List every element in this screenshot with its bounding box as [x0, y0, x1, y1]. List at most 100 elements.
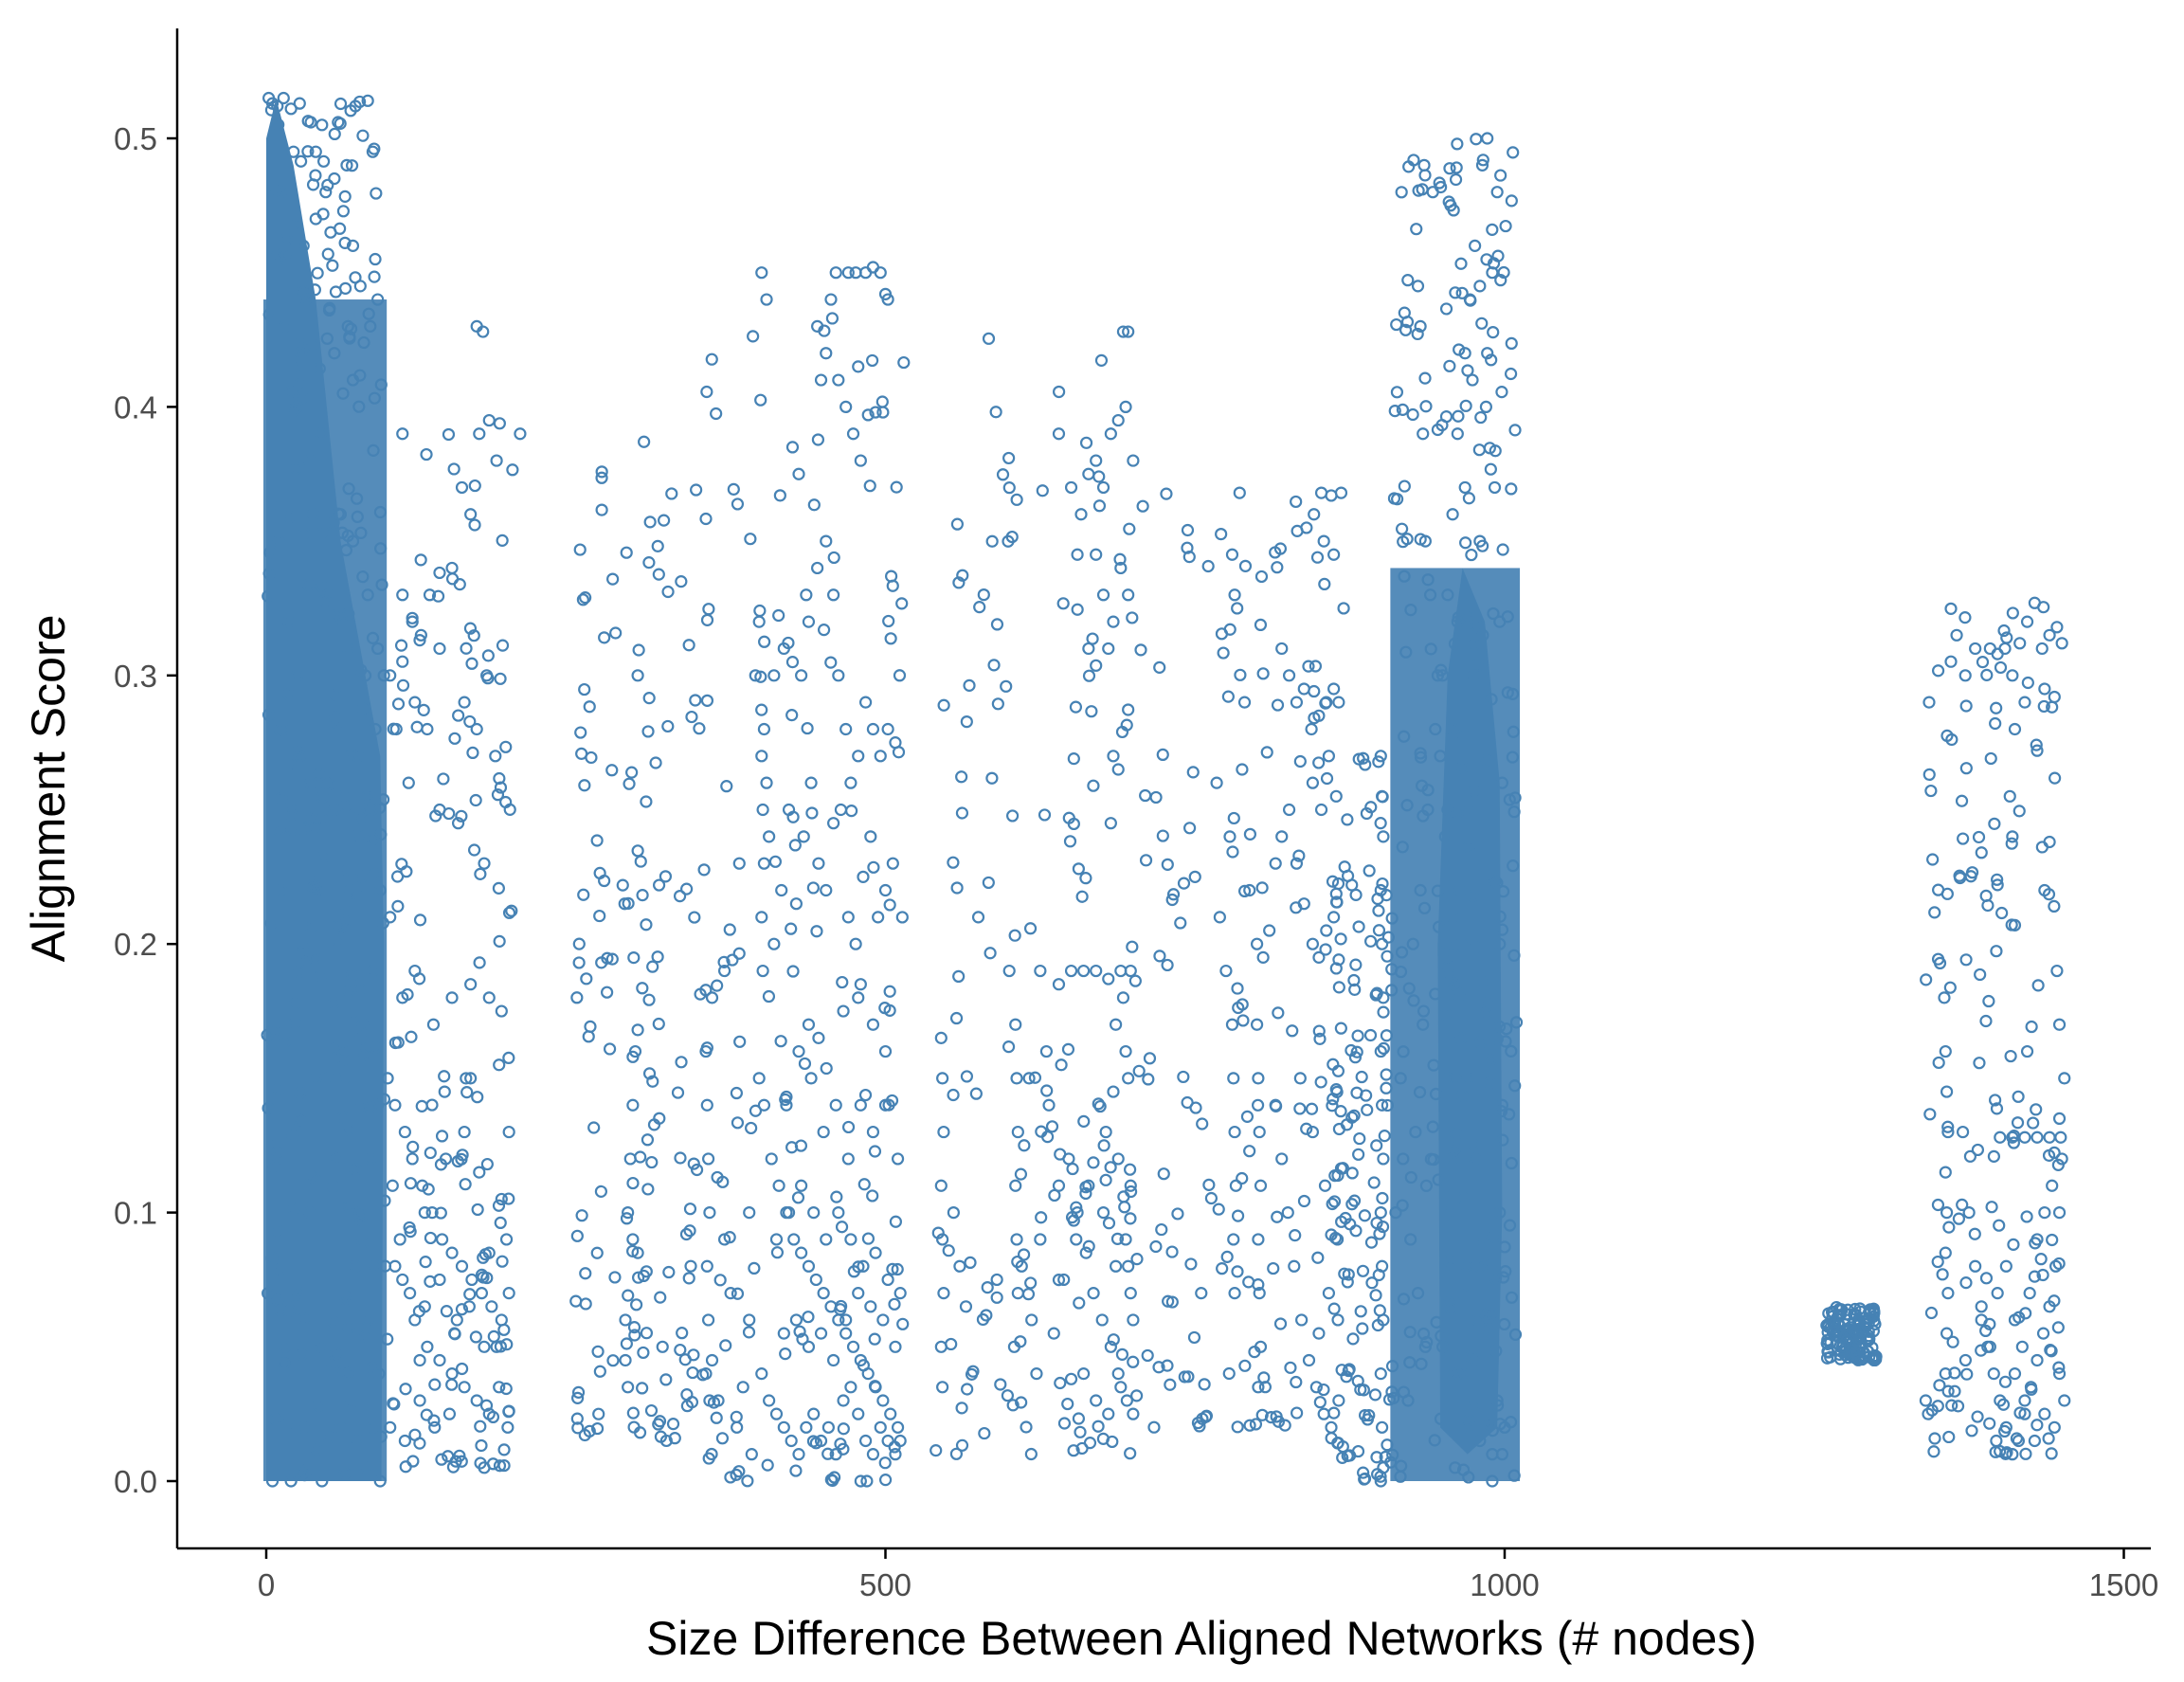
data-point — [1330, 1085, 1344, 1098]
data-point — [423, 588, 437, 602]
data-point — [1330, 895, 1344, 909]
data-point — [1249, 1418, 1263, 1431]
data-point — [1336, 1451, 1349, 1464]
data-point — [1474, 410, 1488, 425]
data-point — [1394, 1072, 1407, 1085]
data-point — [1400, 799, 1414, 812]
data-point — [724, 1471, 737, 1484]
data-point — [642, 1067, 657, 1080]
data-point — [297, 239, 310, 252]
data-point — [1107, 1333, 1120, 1347]
data-point — [1116, 325, 1130, 338]
data-point — [820, 347, 833, 360]
data-point — [1487, 606, 1500, 621]
data-point — [1473, 1434, 1487, 1448]
data-point — [418, 1205, 431, 1220]
data-point — [626, 1233, 640, 1246]
data-point — [732, 857, 746, 870]
data-point — [661, 719, 675, 733]
data-point — [1062, 811, 1075, 824]
data-point — [1469, 1152, 1482, 1166]
data-point — [868, 1145, 882, 1158]
data-point — [1256, 667, 1270, 680]
data-point — [807, 1407, 821, 1420]
data-point — [298, 527, 311, 540]
data-point — [1310, 551, 1325, 564]
data-point — [1859, 1315, 1873, 1329]
data-point — [314, 969, 328, 983]
data-point — [396, 678, 410, 692]
data-point — [302, 812, 316, 825]
data-point — [285, 823, 298, 837]
data-point — [1254, 1340, 1268, 1353]
data-point — [1111, 1367, 1125, 1381]
data-point — [1486, 266, 1499, 280]
data-point — [1381, 1438, 1394, 1452]
data-point — [770, 1246, 785, 1259]
data-point — [829, 1098, 842, 1112]
data-point — [1377, 1005, 1390, 1019]
data-point — [448, 1327, 461, 1340]
data-point — [2058, 1072, 2071, 1085]
data-point — [339, 905, 352, 919]
data-point — [802, 1018, 816, 1031]
data-point — [1015, 1259, 1028, 1273]
data-point — [414, 553, 427, 567]
data-point — [731, 1420, 744, 1434]
data-point — [341, 319, 354, 333]
data-point — [1183, 822, 1197, 835]
data-point — [1940, 1085, 1954, 1098]
data-point — [1398, 306, 1411, 319]
data-point — [1077, 1114, 1091, 1128]
data-point — [1490, 1394, 1504, 1407]
data-point — [1057, 1273, 1071, 1287]
data-point — [1443, 162, 1456, 175]
data-point — [1479, 400, 1492, 413]
data-point — [1448, 1146, 1461, 1160]
data-point — [839, 1313, 853, 1327]
data-point — [1079, 872, 1092, 885]
data-point — [1376, 1098, 1389, 1112]
data-point — [1318, 1179, 1332, 1192]
data-point — [350, 1432, 364, 1446]
data-point — [1155, 1222, 1168, 1237]
data-point — [1462, 492, 1476, 505]
data-point — [837, 1004, 850, 1018]
data-point — [2051, 1158, 2065, 1171]
data-point — [2011, 1116, 2025, 1130]
data-point — [576, 593, 589, 606]
data-point — [1231, 982, 1244, 995]
data-point — [1139, 854, 1153, 867]
data-point — [332, 116, 345, 129]
data-point — [1227, 1072, 1240, 1085]
data-point — [679, 1227, 694, 1241]
data-point — [2051, 1321, 2065, 1334]
data-point — [1365, 1276, 1379, 1290]
data-point — [493, 1058, 506, 1072]
data-point — [1165, 1245, 1179, 1258]
data-point — [1204, 1191, 1218, 1205]
data-point — [1326, 1197, 1339, 1211]
data-point — [1290, 1375, 1303, 1389]
data-point — [346, 373, 360, 387]
data-point — [456, 1148, 469, 1162]
data-point — [643, 515, 657, 529]
data-point — [936, 1072, 949, 1085]
data-point — [468, 479, 481, 493]
data-point — [711, 1170, 724, 1185]
data-point — [1991, 873, 2004, 886]
data-point — [1023, 922, 1038, 935]
data-point — [649, 756, 662, 769]
data-point — [469, 793, 482, 807]
data-point — [1325, 489, 1338, 502]
data-point — [934, 1179, 948, 1192]
data-point — [752, 615, 766, 628]
data-point — [1320, 924, 1333, 937]
data-point — [1489, 875, 1502, 888]
data-point — [279, 1340, 292, 1353]
data-point — [1456, 728, 1471, 741]
data-point — [1467, 669, 1480, 682]
data-point — [1156, 829, 1169, 842]
data-point — [1117, 1190, 1130, 1203]
data-point — [1377, 991, 1390, 1004]
